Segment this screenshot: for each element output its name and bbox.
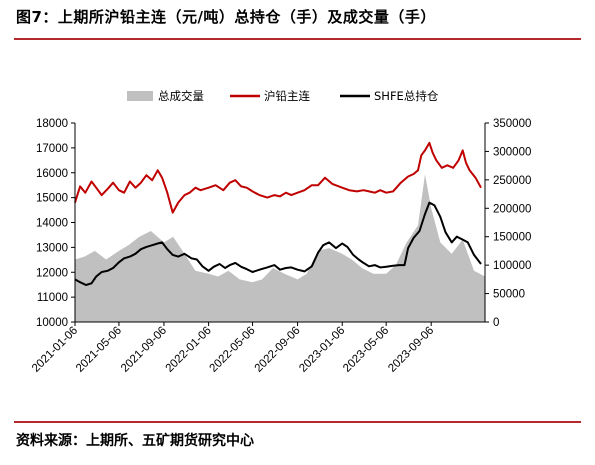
figure-source: 资料来源：上期所、五矿期货研究中心 [16, 433, 254, 449]
x-tick-label: 2022-09-06 [253, 325, 303, 375]
figure-title: 图7：上期所沪铅主连（元/吨）总持仓（手）及成交量（手） [16, 8, 436, 26]
right-tick-label: 250000 [493, 175, 531, 187]
x-tick-label: 2021-01-06 [30, 325, 80, 375]
open-interest-line [74, 201, 482, 286]
x-tick-label: 2021-09-06 [119, 325, 169, 375]
price-line [74, 141, 482, 214]
source-rule [14, 421, 581, 423]
left-tick-label: 16000 [36, 168, 68, 180]
right-tick-label: 150000 [493, 232, 531, 244]
price-line-layer [74, 141, 482, 214]
x-tick-label: 2023-05-06 [341, 325, 391, 375]
left-tick-label: 14000 [36, 218, 68, 230]
x-tick-label: 2023-01-06 [297, 325, 347, 375]
left-tick-label: 17000 [36, 143, 68, 155]
left-tick-label: 11000 [37, 292, 68, 304]
x-tick-label: 2022-05-06 [208, 325, 258, 375]
axes: 10000 11000 12000 13000 14000 15000 16000 17000… [30, 118, 531, 375]
left-tick-label: 13000 [36, 242, 68, 254]
left-tick-label: 18000 [36, 118, 68, 130]
left-tick-label: 12000 [36, 267, 68, 279]
volume-area-layer [75, 174, 485, 322]
legend-volume: 总成交量 [127, 89, 204, 103]
legend-price: 沪铅主连 [230, 89, 310, 103]
left-tick-label: 10000 [36, 317, 68, 329]
right-tick-label: 350000 [493, 118, 531, 130]
x-tick-label: 2023-09-06 [386, 325, 436, 375]
x-tick-label: 2022-01-06 [164, 325, 214, 375]
title-rule [14, 38, 581, 40]
right-tick-label: 0 [493, 317, 499, 329]
right-tick-label: 300000 [493, 146, 531, 158]
legend-volume-label: 总成交量 [158, 89, 204, 103]
left-tick-label: 15000 [36, 193, 68, 205]
legend-volume-swatch [127, 91, 153, 101]
legend: 总成交量 沪铅主连 SHFE总持仓 [127, 89, 439, 103]
legend-open-interest-label: SHFE总持仓 [374, 89, 439, 103]
x-tick-label: 2021-05-06 [74, 325, 124, 375]
legend-price-label: 沪铅主连 [264, 89, 310, 103]
right-tick-label: 50000 [493, 289, 525, 301]
right-tick-label: 100000 [493, 260, 531, 272]
legend-open-interest: SHFE总持仓 [340, 89, 439, 103]
right-tick-label: 200000 [493, 203, 531, 215]
open-interest-line-layer [74, 201, 482, 286]
volume-area [75, 174, 485, 322]
